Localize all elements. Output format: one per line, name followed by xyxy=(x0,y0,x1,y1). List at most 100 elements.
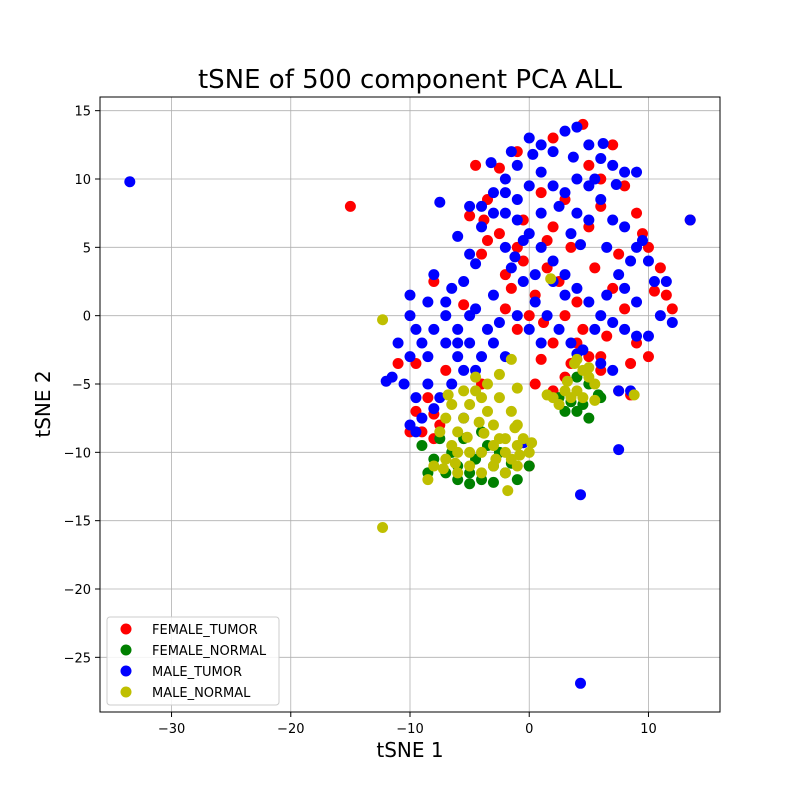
data-point xyxy=(637,235,648,246)
data-point xyxy=(523,460,535,472)
data-point xyxy=(526,437,538,449)
data-point xyxy=(449,457,461,469)
series-male-normal xyxy=(377,273,640,533)
data-point xyxy=(648,285,660,297)
data-point xyxy=(487,187,499,199)
data-point xyxy=(666,303,678,315)
data-point xyxy=(631,330,643,342)
data-point xyxy=(561,375,573,387)
data-point xyxy=(499,207,511,219)
data-point xyxy=(380,375,392,387)
data-point xyxy=(428,269,440,281)
data-point xyxy=(452,323,464,335)
data-point xyxy=(595,194,607,205)
data-point xyxy=(575,239,586,251)
y-tick-label: −10 xyxy=(64,446,91,461)
data-point xyxy=(482,235,493,246)
data-point xyxy=(458,276,470,287)
data-point xyxy=(493,162,505,174)
data-point xyxy=(642,330,654,342)
data-point xyxy=(567,151,579,163)
legend-label: MALE_TUMOR xyxy=(152,665,242,680)
data-point xyxy=(487,207,499,219)
data-point xyxy=(487,337,499,349)
data-point xyxy=(452,446,464,458)
data-point xyxy=(559,310,571,322)
data-point xyxy=(541,310,553,322)
legend-marker xyxy=(120,623,132,635)
data-point xyxy=(619,180,631,192)
data-point xyxy=(619,282,631,294)
data-point xyxy=(613,385,625,397)
data-point xyxy=(583,362,595,374)
data-point xyxy=(422,296,434,308)
data-point xyxy=(487,419,499,431)
data-point xyxy=(499,241,511,253)
data-point xyxy=(619,303,631,315)
data-point xyxy=(571,353,583,365)
data-point xyxy=(473,416,485,428)
data-point xyxy=(575,489,586,501)
data-point xyxy=(428,403,440,415)
data-point xyxy=(482,323,493,335)
data-point xyxy=(511,460,523,472)
data-point xyxy=(607,139,619,151)
data-point xyxy=(476,248,488,260)
data-point xyxy=(505,405,517,417)
data-point xyxy=(428,323,440,335)
data-point xyxy=(416,412,428,424)
data-point xyxy=(589,173,601,185)
data-point xyxy=(422,378,434,390)
data-point xyxy=(470,258,482,270)
data-point xyxy=(487,289,499,301)
y-tick-label: 15 xyxy=(74,105,91,120)
data-point xyxy=(583,139,595,151)
data-point xyxy=(487,440,499,451)
legend-marker xyxy=(120,686,132,698)
data-point xyxy=(666,317,678,328)
x-tick-label: −30 xyxy=(158,722,185,737)
data-point xyxy=(422,392,434,404)
data-point xyxy=(446,282,458,294)
data-point xyxy=(514,449,526,461)
data-point xyxy=(613,444,625,456)
data-point xyxy=(502,485,514,497)
data-point xyxy=(559,125,571,137)
data-point xyxy=(511,382,523,394)
data-point xyxy=(476,351,488,363)
data-point xyxy=(493,228,505,240)
data-point xyxy=(535,353,547,365)
data-point xyxy=(446,399,458,410)
data-point xyxy=(476,200,488,212)
chart-title: tSNE of 500 component PCA ALL xyxy=(198,65,623,95)
data-point xyxy=(517,255,529,267)
data-point xyxy=(583,159,595,171)
data-point xyxy=(613,248,625,260)
data-point xyxy=(499,173,511,185)
data-point xyxy=(476,467,488,479)
data-point xyxy=(493,317,505,328)
y-tick-label: 5 xyxy=(83,241,91,256)
y-tick-label: −25 xyxy=(64,651,91,666)
data-point xyxy=(392,358,404,369)
x-axis-label: tSNE 1 xyxy=(376,738,443,762)
data-point xyxy=(505,146,517,158)
data-point xyxy=(124,176,136,188)
data-point xyxy=(547,337,559,349)
data-point xyxy=(499,303,511,315)
data-point xyxy=(631,296,643,308)
data-point xyxy=(553,323,565,335)
data-point xyxy=(440,296,452,308)
data-point xyxy=(589,323,601,335)
data-point xyxy=(434,196,446,208)
data-point xyxy=(547,146,559,158)
data-point xyxy=(595,153,607,164)
data-point xyxy=(628,389,640,401)
data-point xyxy=(485,157,497,169)
data-point xyxy=(595,358,607,369)
data-point xyxy=(398,378,410,390)
data-point xyxy=(589,394,601,406)
data-point xyxy=(470,371,482,383)
data-point xyxy=(499,433,511,445)
data-point xyxy=(422,474,434,486)
